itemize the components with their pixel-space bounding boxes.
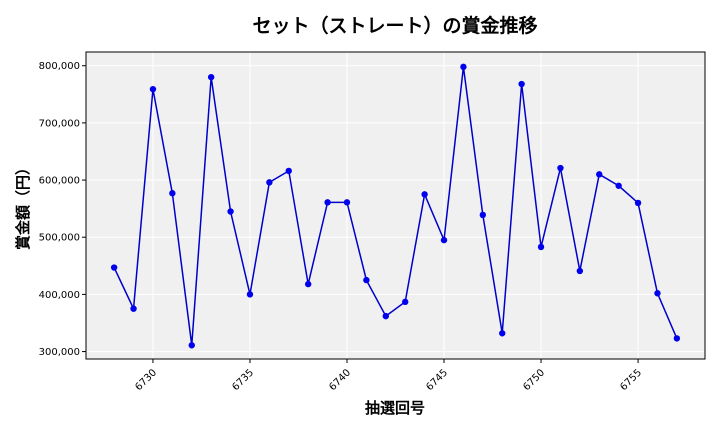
x-tick-label: 6730	[133, 367, 159, 393]
x-tick-label: 6735	[230, 367, 256, 393]
data-point	[304, 280, 312, 288]
x-tick-label: 6740	[327, 367, 353, 393]
data-point	[382, 312, 389, 320]
y-tick-label: 700,000	[39, 118, 80, 129]
data-point	[285, 167, 292, 175]
data-point	[149, 85, 157, 93]
series-line	[113, 66, 678, 346]
x-axis-label: 抽選回号	[365, 399, 425, 417]
y-tick-label: 300,000	[39, 347, 80, 358]
data-point	[324, 199, 331, 206]
data-point	[363, 276, 370, 284]
data-point	[169, 190, 176, 197]
data-point	[576, 267, 584, 275]
data-point	[654, 290, 661, 297]
data-point	[110, 264, 118, 271]
data-point	[499, 330, 506, 337]
data-point	[440, 236, 448, 244]
data-point	[207, 73, 215, 81]
data-point	[246, 291, 254, 298]
data-point	[343, 199, 351, 206]
data-point	[518, 80, 525, 88]
data-points	[110, 63, 681, 349]
x-tick-label: 6745	[424, 367, 450, 393]
data-point	[460, 63, 467, 71]
y-tick-label: 800,000	[39, 61, 80, 72]
data-point	[402, 298, 409, 306]
data-point	[266, 179, 273, 186]
chart-title: セット（ストレート）の賞金推移	[252, 14, 537, 37]
x-tick-label: 6750	[521, 367, 547, 393]
y-axis-label: 賞金額（円）	[14, 160, 32, 250]
data-point	[227, 208, 234, 215]
data-point	[421, 191, 428, 198]
plot-frame	[85, 51, 706, 360]
data-point	[479, 211, 487, 219]
data-point	[634, 199, 642, 207]
data-point	[615, 182, 622, 189]
data-point	[673, 335, 681, 342]
data-point	[596, 171, 603, 178]
data-point	[557, 164, 564, 172]
data-point	[130, 305, 137, 312]
y-tick-label: 500,000	[39, 233, 80, 244]
data-point	[537, 243, 545, 251]
data-point	[188, 342, 195, 349]
x-tick-label: 6755	[618, 367, 644, 393]
y-tick-label: 600,000	[39, 176, 80, 187]
plot-area	[86, 52, 705, 359]
y-tick-label: 400,000	[39, 290, 80, 301]
